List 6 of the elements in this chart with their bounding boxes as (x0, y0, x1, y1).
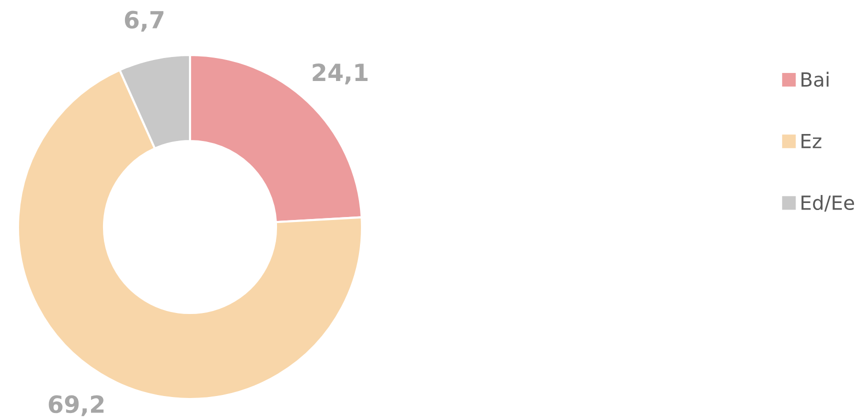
data-label: 6,7 (124, 10, 164, 32)
legend-label: Bai (802, 72, 828, 87)
legend-label: Ez (802, 134, 822, 148)
data-label: 69,2 (48, 395, 104, 416)
data-label: 24,1 (312, 63, 368, 84)
legend-label: Ed/Ee (802, 194, 854, 212)
